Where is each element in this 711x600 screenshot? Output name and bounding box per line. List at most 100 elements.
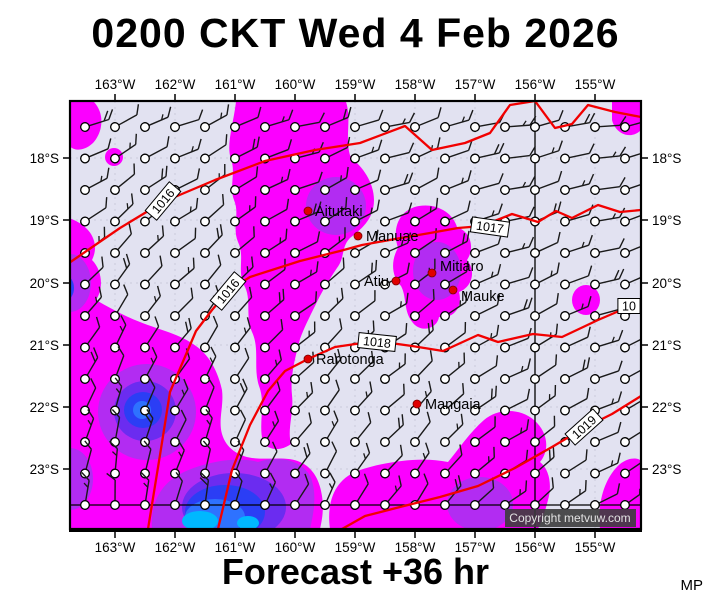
barb-full bbox=[467, 170, 472, 181]
wind-barb bbox=[410, 107, 442, 132]
wind-barb bbox=[290, 351, 315, 384]
barb-full bbox=[239, 409, 247, 420]
barb-station-circle bbox=[500, 374, 510, 384]
barb-full bbox=[496, 294, 501, 306]
barb-staff bbox=[177, 267, 195, 283]
barb-station-circle bbox=[470, 248, 480, 258]
barb-staff bbox=[178, 148, 199, 158]
barb-full bbox=[494, 416, 496, 428]
barb-half bbox=[309, 269, 312, 276]
barb-station-circle bbox=[320, 374, 330, 384]
wind-barb bbox=[290, 473, 310, 510]
barb-staff bbox=[388, 121, 410, 127]
barb-full bbox=[643, 356, 653, 367]
barb-staff bbox=[568, 275, 589, 284]
barb-half bbox=[111, 451, 118, 457]
barb-staff bbox=[177, 237, 196, 252]
barb-station-circle bbox=[590, 122, 600, 132]
barb-half bbox=[394, 485, 398, 492]
barb-station-circle bbox=[230, 405, 240, 416]
barb-full bbox=[405, 292, 409, 304]
barb-full bbox=[304, 473, 310, 485]
wind-barb bbox=[500, 419, 530, 447]
barb-staff bbox=[538, 150, 559, 158]
barb-full bbox=[278, 292, 281, 303]
barb-station-circle bbox=[500, 185, 510, 195]
barb-full bbox=[407, 202, 413, 214]
barb-station-circle bbox=[380, 405, 390, 416]
barb-full bbox=[463, 352, 466, 364]
barb-staff bbox=[447, 423, 464, 440]
barb-station-circle bbox=[320, 311, 330, 321]
barb-station-circle bbox=[440, 216, 450, 227]
barb-staff bbox=[298, 241, 318, 252]
barb-staff bbox=[357, 361, 374, 377]
barb-full bbox=[363, 473, 369, 485]
barb-full bbox=[317, 201, 322, 213]
barb-station-circle bbox=[560, 153, 570, 164]
barb-full bbox=[81, 472, 90, 481]
wind-barb bbox=[320, 472, 336, 510]
precip-contour bbox=[182, 511, 218, 529]
barb-station-circle bbox=[470, 468, 480, 479]
barb-half bbox=[336, 297, 339, 304]
wind-barb bbox=[350, 169, 382, 195]
lat-label-right: 20°S bbox=[652, 276, 681, 291]
barb-full bbox=[199, 477, 209, 486]
barb-half bbox=[181, 389, 185, 396]
barb-staff bbox=[205, 417, 213, 439]
barb-station-circle bbox=[320, 405, 330, 416]
barb-staff bbox=[207, 204, 225, 220]
barb-staff bbox=[237, 206, 256, 220]
barb-staff bbox=[508, 124, 530, 128]
barb-full bbox=[284, 258, 286, 270]
barb-full bbox=[246, 317, 251, 328]
wind-barb bbox=[260, 349, 282, 384]
barb-full bbox=[345, 197, 348, 208]
island-dot bbox=[412, 399, 422, 409]
barb-staff bbox=[598, 124, 620, 128]
wind-barb bbox=[110, 346, 125, 384]
barb-full bbox=[431, 319, 434, 331]
axis-labels: 163°W 163°W 162°W 162°W 161°W 161°W 160°W 160°W… bbox=[30, 77, 682, 555]
barb-station-circle bbox=[380, 122, 390, 132]
wind-barb bbox=[290, 321, 316, 353]
wind-barb bbox=[590, 483, 621, 510]
barb-full bbox=[133, 163, 136, 175]
barb-station-circle bbox=[170, 122, 180, 132]
barb-full bbox=[645, 233, 654, 243]
barb-staff bbox=[148, 116, 169, 127]
barb-station-circle bbox=[530, 500, 540, 510]
isobar-label-box bbox=[564, 408, 604, 446]
barb-station-circle bbox=[290, 468, 300, 479]
barb-full bbox=[497, 263, 502, 275]
wind-barb bbox=[560, 143, 595, 164]
barb-station-circle bbox=[500, 342, 510, 353]
barb-station-circle bbox=[140, 500, 150, 510]
wind-barb bbox=[290, 171, 323, 195]
barb-full bbox=[159, 255, 163, 267]
barb-full bbox=[198, 109, 204, 120]
barb-staff bbox=[387, 454, 403, 472]
barb-station-circle bbox=[260, 216, 270, 227]
barb-station-circle bbox=[110, 185, 120, 195]
barb-full bbox=[111, 409, 121, 418]
wind-barb bbox=[410, 411, 431, 447]
wind-barb bbox=[590, 146, 627, 164]
wind-barb bbox=[590, 115, 627, 132]
barb-staff bbox=[205, 448, 212, 470]
barb-staff bbox=[448, 180, 469, 190]
barb-staff bbox=[568, 305, 589, 316]
barb-full bbox=[498, 142, 505, 154]
barb-staff bbox=[628, 119, 641, 127]
barb-half bbox=[491, 210, 495, 217]
barb-staff bbox=[297, 392, 313, 409]
barb-full bbox=[582, 359, 586, 371]
barb-full bbox=[641, 449, 651, 460]
barb-station-circle bbox=[140, 216, 150, 227]
barb-staff bbox=[327, 328, 343, 345]
barb-station-circle bbox=[380, 279, 390, 290]
barb-staff bbox=[568, 367, 588, 378]
barb-full bbox=[523, 299, 528, 310]
